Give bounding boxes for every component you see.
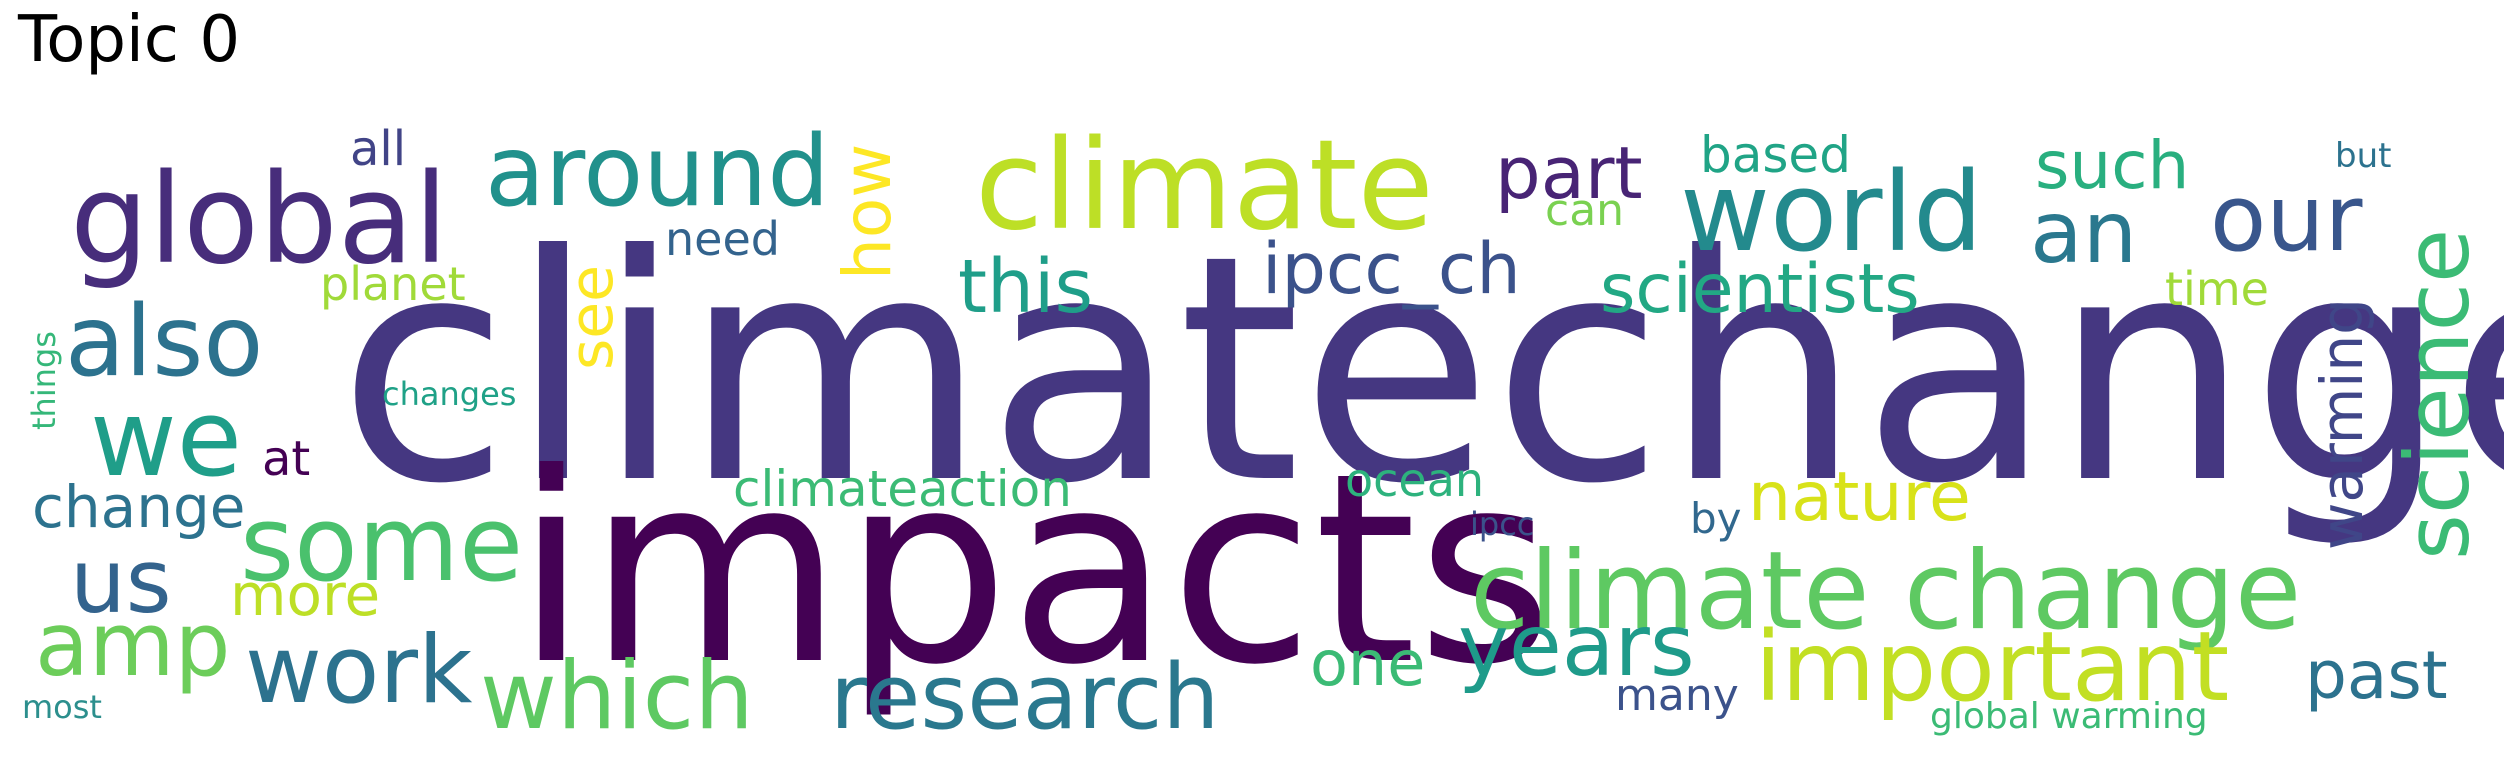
word-can: can: [1545, 185, 1624, 236]
word-time: time: [2165, 262, 2269, 316]
word-ocean: ocean: [1345, 453, 1484, 507]
word-changes: changes: [382, 375, 516, 413]
word-warming: warming: [2308, 298, 2376, 550]
word-around: around: [485, 115, 830, 229]
word-amp: amp: [35, 593, 231, 696]
word-us: us: [70, 530, 172, 633]
word-our: our: [2210, 165, 2363, 272]
word-science: science: [2386, 229, 2489, 560]
word-planet: planet: [320, 257, 466, 311]
word-climate: climate: [975, 114, 1434, 258]
word-which: which: [480, 642, 754, 751]
word-more: more: [230, 561, 380, 629]
word-things: things: [25, 331, 63, 430]
word-this: this: [958, 244, 1093, 330]
word-all: all: [350, 121, 406, 177]
word-research: research: [830, 645, 1219, 750]
word-an: an: [2030, 183, 2137, 283]
word-part: part: [1495, 131, 1643, 215]
word-years: years: [1458, 596, 1695, 696]
word-but: but: [2335, 136, 2391, 176]
word-ipcc-ch: ipcc_ch: [1262, 228, 1521, 310]
word-also: also: [65, 285, 263, 399]
word-need: need: [665, 212, 780, 266]
word-some: some: [240, 483, 523, 605]
word-work: work: [245, 616, 473, 725]
word-most: most: [22, 688, 102, 726]
word-climateaction: climateaction: [733, 460, 1072, 518]
word-climatechange: climatechange: [338, 188, 2504, 552]
word-global: global: [70, 148, 448, 292]
word-impacts: impacts: [515, 417, 1553, 722]
word-world: world: [1680, 148, 1983, 276]
word-one: one: [1310, 627, 1425, 700]
word-many: many: [1615, 670, 1739, 721]
word-by: by: [1690, 494, 1742, 543]
word-ipcc: ipcc: [1470, 505, 1534, 543]
word-we: we: [90, 377, 242, 500]
word-important: important: [1755, 611, 2229, 723]
word-such: such: [2035, 127, 2189, 204]
figure-title: Topic 0: [18, 3, 241, 77]
word-see: see: [557, 265, 627, 370]
word-past: past: [2305, 637, 2448, 714]
word-change: change: [32, 473, 245, 541]
word-at: at: [262, 431, 310, 487]
word-scientists: scientists: [1600, 250, 1920, 329]
word-based: based: [1700, 126, 1851, 184]
word-climate-change: climate change: [1470, 529, 2301, 654]
word-nature: nature: [1748, 458, 1971, 537]
word-how: how: [829, 144, 906, 280]
word-global-warming: global warming: [1930, 696, 2208, 737]
